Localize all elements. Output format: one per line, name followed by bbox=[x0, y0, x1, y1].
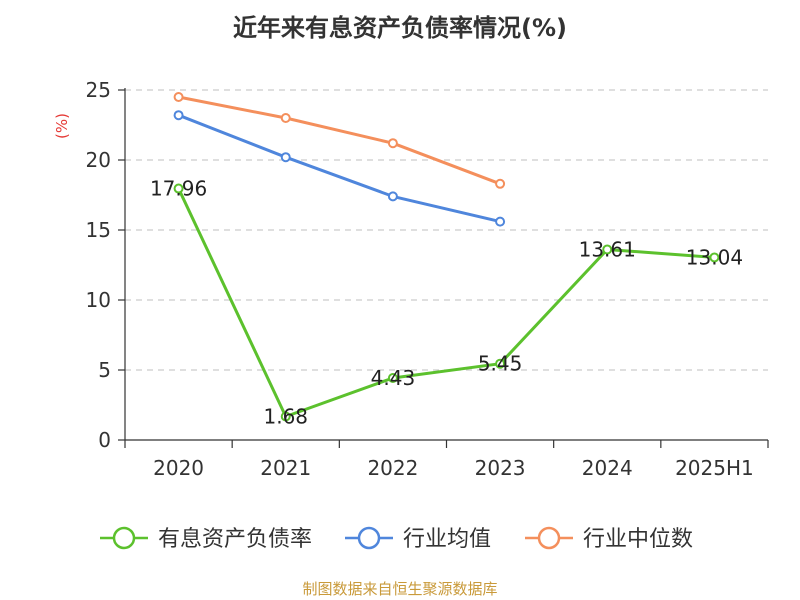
data-point bbox=[709, 252, 720, 263]
data-point bbox=[495, 358, 506, 369]
y-tick-label: 20 bbox=[86, 148, 111, 172]
data-label: 1.68 bbox=[263, 404, 308, 428]
x-tick-label: 2025H1 bbox=[675, 456, 754, 480]
data-point bbox=[280, 411, 291, 422]
data-point bbox=[173, 110, 184, 121]
legend-entry: 行业中位数 bbox=[583, 527, 693, 552]
y-axis-label: (%) bbox=[53, 113, 71, 139]
legend-marker bbox=[112, 526, 136, 550]
series-line-2 bbox=[178, 113, 501, 224]
y-tick-label: 0 bbox=[98, 428, 111, 452]
data-label: 13.04 bbox=[686, 245, 743, 269]
data-point bbox=[280, 152, 291, 163]
y-tick-label: 10 bbox=[86, 288, 111, 312]
y-tick-label: 25 bbox=[86, 78, 111, 102]
data-point bbox=[173, 92, 184, 102]
legend-marker bbox=[357, 526, 381, 550]
data-point bbox=[387, 191, 398, 202]
data-point bbox=[495, 216, 506, 227]
data-point bbox=[280, 113, 291, 123]
data-point bbox=[387, 138, 398, 149]
series-line-3 bbox=[178, 95, 501, 186]
data-label: 5.45 bbox=[478, 352, 523, 376]
legend-entry: 有息资产负债率 bbox=[158, 527, 312, 552]
y-tick-label: 15 bbox=[86, 218, 111, 242]
x-tick-label: 2023 bbox=[475, 456, 526, 480]
x-tick-label: 2024 bbox=[582, 456, 633, 480]
x-tick-label: 2021 bbox=[260, 456, 311, 480]
data-label: 4.43 bbox=[371, 366, 416, 390]
legend-entry: 行业均值 bbox=[403, 527, 491, 552]
data-point bbox=[495, 178, 506, 189]
data-point bbox=[173, 183, 184, 194]
data-label: 17.96 bbox=[150, 177, 207, 201]
data-point bbox=[602, 244, 613, 255]
source-note: 制图数据来自恒生聚源数据库 bbox=[302, 580, 498, 598]
x-tick-label: 2022 bbox=[367, 456, 418, 480]
series-line-1 bbox=[177, 187, 715, 418]
chart-title: 近年来有息资产负债率情况(%) bbox=[233, 14, 567, 42]
data-label: 13.61 bbox=[579, 237, 636, 261]
legend-marker bbox=[537, 526, 561, 550]
data-point bbox=[387, 372, 398, 383]
y-tick-label: 5 bbox=[98, 358, 111, 382]
x-tick-label: 2020 bbox=[153, 456, 204, 480]
